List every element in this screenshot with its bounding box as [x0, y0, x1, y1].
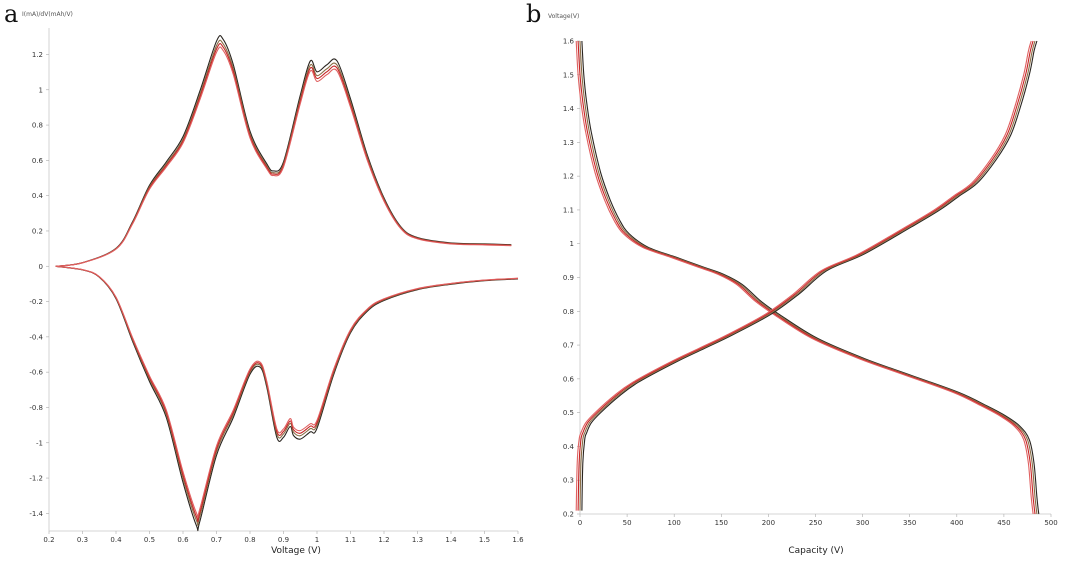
- x-tick-label: 1: [315, 536, 319, 544]
- y-tick-label: -0.4: [29, 333, 43, 341]
- y-tick-label: 0.2: [563, 511, 574, 519]
- x-tick-label: 1.3: [412, 536, 423, 544]
- x-tick-label: 300: [856, 519, 869, 527]
- panel-b-curves: [575, 40, 1040, 515]
- y-tick-label: -1: [36, 439, 43, 447]
- x-tick-label: 250: [809, 519, 822, 527]
- y-tick-label: 0.3: [563, 477, 574, 485]
- y-tick-label: 1.3: [563, 139, 574, 147]
- y-tick-label: 0.8: [32, 122, 43, 130]
- x-tick-label: 400: [950, 519, 963, 527]
- discharge-curve-cycle-2: [579, 40, 1038, 515]
- panel-a-axes: 0.2 0.3 0.4 0.5 0.6 0.7 0.8 0.9 1 1.1 1.2 1.3 1.4 1.5…: [29, 28, 524, 544]
- charge-curve-cycle-4: [575, 40, 1032, 511]
- y-tick-label: 0.6: [563, 375, 575, 383]
- y-tick-label: 0.7: [563, 342, 574, 350]
- charge-curve-cycle-2: [579, 40, 1036, 511]
- y-tick-label: -0.6: [29, 369, 43, 377]
- y-tick-label: 0: [39, 263, 43, 271]
- x-tick-label: 0.8: [244, 536, 255, 544]
- x-tick-label: 50: [623, 519, 632, 527]
- panel-b-y-axis-title: Voltage(V): [548, 13, 579, 20]
- charge-curve-cycle-1: [581, 40, 1038, 511]
- y-tick-label: 0.4: [563, 443, 575, 451]
- x-tick-label: 500: [1044, 519, 1057, 527]
- discharge-curve-cycle-4: [575, 40, 1034, 515]
- y-tick-label: 0.2: [32, 227, 43, 235]
- charge-curve-cycle-3: [577, 40, 1034, 511]
- y-tick-label: 1.2: [32, 51, 43, 59]
- x-tick-label: 450: [997, 519, 1010, 527]
- y-tick-label: -0.2: [29, 298, 43, 306]
- y-tick-label: 1.5: [563, 71, 574, 79]
- x-tick-label: 0.6: [177, 536, 189, 544]
- y-tick-label: 0.4: [32, 192, 44, 200]
- panel-b-x-axis-title: Capacity (V): [788, 546, 843, 556]
- x-tick-label: 1.4: [445, 536, 457, 544]
- x-tick-label: 1.5: [479, 536, 490, 544]
- x-tick-label: 1.6: [512, 536, 524, 544]
- x-tick-label: 100: [668, 519, 681, 527]
- x-tick-label: 0.5: [144, 536, 155, 544]
- panel-a: a I(mA)/dV(mAh/V) 0.2 0.3 0.4 0.5 0.6 0.7 0.8 0…: [4, 0, 524, 556]
- panel-b-letter: b: [526, 0, 541, 28]
- discharge-curve-cycle-4: [55, 265, 519, 519]
- y-tick-label: -0.8: [29, 404, 43, 412]
- x-tick-label: 0: [578, 519, 582, 527]
- x-tick-label: 0.2: [43, 536, 54, 544]
- x-tick-label: 350: [903, 519, 916, 527]
- panel-a-y-axis-title: I(mA)/dV(mAh/V): [22, 11, 73, 18]
- y-tick-label: 1.2: [563, 173, 574, 181]
- discharge-curve-cycle-1: [581, 40, 1040, 515]
- x-tick-label: 0.4: [110, 536, 122, 544]
- y-tick-label: 0.6: [32, 157, 44, 165]
- y-tick-label: 1: [39, 86, 43, 94]
- x-tick-label: 0.7: [211, 536, 222, 544]
- x-tick-label: 200: [762, 519, 775, 527]
- y-tick-label: 1.4: [563, 105, 575, 113]
- discharge-curve-cycle-3: [577, 40, 1036, 515]
- y-tick-label: 1: [570, 240, 574, 248]
- x-tick-label: 0.3: [77, 536, 88, 544]
- y-tick-label: 1.6: [563, 38, 575, 46]
- y-tick-label: 0.8: [563, 308, 574, 316]
- x-tick-label: 1.1: [345, 536, 356, 544]
- x-tick-label: 1.2: [378, 536, 389, 544]
- charge-curve-cycle-4: [55, 46, 512, 267]
- panel-a-x-axis-title: Voltage (V): [271, 546, 321, 556]
- y-tick-label: -1.2: [29, 475, 43, 483]
- y-tick-label: 0.9: [563, 274, 574, 282]
- y-tick-label: -1.4: [29, 510, 43, 518]
- panel-a-letter: a: [4, 0, 18, 28]
- y-tick-label: 1.1: [563, 206, 574, 214]
- panel-b: b Voltage(V) 0 50 100 150 200 250 300 350 400 450…: [526, 0, 1058, 556]
- y-tick-label: 0.5: [563, 409, 574, 417]
- x-tick-label: 0.9: [278, 536, 289, 544]
- panel-a-curves: [55, 35, 519, 532]
- x-tick-label: 150: [715, 519, 728, 527]
